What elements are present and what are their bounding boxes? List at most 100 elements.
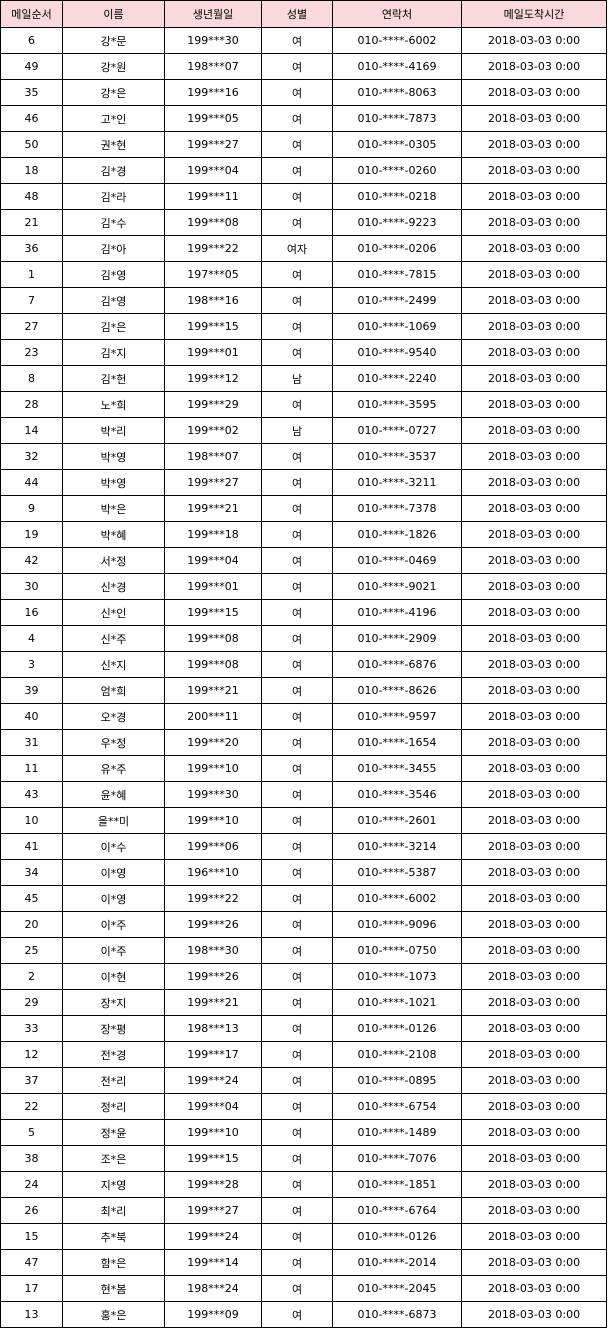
table-row: 39 엄*희 199***21 여 010-****-8626 2018-03-03 0:… — [0, 677, 607, 704]
cell-name: 현*봄 — [62, 1275, 165, 1302]
cell-mail-order: 43 — [0, 781, 63, 808]
cell-arrival-time: 2018-03-03 0:00 — [461, 651, 607, 678]
cell-mail-order: 47 — [0, 1249, 63, 1276]
cell-mail-order: 19 — [0, 521, 63, 548]
cell-name: 서*정 — [62, 547, 165, 574]
cell-name: 김*영 — [62, 261, 165, 288]
cell-arrival-time: 2018-03-03 0:00 — [461, 131, 607, 158]
cell-arrival-time: 2018-03-03 0:00 — [461, 261, 607, 288]
cell-gender: 여 — [261, 1249, 333, 1276]
cell-name: 김*라 — [62, 183, 165, 210]
cell-gender: 여 — [261, 911, 333, 938]
cell-mail-order: 25 — [0, 937, 63, 964]
table-row: 44 박*영 199***27 여 010-****-3211 2018-03-03 0:… — [0, 469, 607, 496]
cell-arrival-time: 2018-03-03 0:00 — [461, 833, 607, 860]
cell-contact: 010-****-6764 — [332, 1197, 462, 1224]
cell-gender: 여 — [261, 651, 333, 678]
cell-birthdate: 199***27 — [164, 1197, 262, 1224]
cell-birthdate: 199***15 — [164, 313, 262, 340]
cell-mail-order: 41 — [0, 833, 63, 860]
cell-birthdate: 199***16 — [164, 79, 262, 106]
table-row: 2 이*현 199***26 여 010-****-1073 2018-03-03 0:0… — [0, 963, 607, 990]
cell-contact: 010-****-2108 — [332, 1041, 462, 1068]
cell-contact: 010-****-6873 — [332, 1301, 462, 1328]
cell-arrival-time: 2018-03-03 0:00 — [461, 469, 607, 496]
cell-arrival-time: 2018-03-03 0:00 — [461, 703, 607, 730]
cell-arrival-time: 2018-03-03 0:00 — [461, 235, 607, 262]
cell-gender: 남 — [261, 417, 333, 444]
header-contact: 연락처 — [332, 0, 462, 28]
cell-birthdate: 199***21 — [164, 495, 262, 522]
cell-contact: 010-****-0206 — [332, 235, 462, 262]
cell-gender: 여 — [261, 1275, 333, 1302]
cell-contact: 010-****-3211 — [332, 469, 462, 496]
cell-name: 박*영 — [62, 469, 165, 496]
cell-contact: 010-****-2240 — [332, 365, 462, 392]
header-birthdate: 생년월일 — [164, 0, 262, 28]
cell-gender: 여 — [261, 1067, 333, 1094]
cell-birthdate: 199***22 — [164, 235, 262, 262]
cell-arrival-time: 2018-03-03 0:00 — [461, 937, 607, 964]
cell-birthdate: 199***28 — [164, 1171, 262, 1198]
cell-birthdate: 199***26 — [164, 911, 262, 938]
cell-mail-order: 10 — [0, 807, 63, 834]
cell-birthdate: 198***13 — [164, 1015, 262, 1042]
header-arrival-time: 메일도착시간 — [461, 0, 607, 28]
table-row: 21 김*수 199***08 여 010-****-9223 2018-03-03 0:… — [0, 209, 607, 236]
cell-contact: 010-****-4196 — [332, 599, 462, 626]
table-row: 22 정*리 199***04 여 010-****-6754 2018-03-03 0:… — [0, 1093, 607, 1120]
cell-gender: 여 — [261, 495, 333, 522]
cell-gender: 여 — [261, 755, 333, 782]
cell-mail-order: 38 — [0, 1145, 63, 1172]
table-row: 18 김*경 199***04 여 010-****-0260 2018-03-03 0:… — [0, 157, 607, 184]
cell-arrival-time: 2018-03-03 0:00 — [461, 417, 607, 444]
cell-mail-order: 39 — [0, 677, 63, 704]
cell-arrival-time: 2018-03-03 0:00 — [461, 1249, 607, 1276]
cell-contact: 010-****-2601 — [332, 807, 462, 834]
cell-name: 유*주 — [62, 755, 165, 782]
cell-contact: 010-****-1069 — [332, 313, 462, 340]
cell-mail-order: 33 — [0, 1015, 63, 1042]
cell-contact: 010-****-7815 — [332, 261, 462, 288]
cell-gender: 여 — [261, 859, 333, 886]
cell-contact: 010-****-5387 — [332, 859, 462, 886]
cell-birthdate: 199***06 — [164, 833, 262, 860]
cell-gender: 여 — [261, 1119, 333, 1146]
cell-mail-order: 22 — [0, 1093, 63, 1120]
cell-gender: 여 — [261, 1197, 333, 1224]
cell-name: 신*경 — [62, 573, 165, 600]
cell-birthdate: 199***20 — [164, 729, 262, 756]
cell-arrival-time: 2018-03-03 0:00 — [461, 27, 607, 54]
cell-arrival-time: 2018-03-03 0:00 — [461, 1223, 607, 1250]
cell-birthdate: 199***09 — [164, 1301, 262, 1328]
cell-birthdate: 197***05 — [164, 261, 262, 288]
cell-arrival-time: 2018-03-03 0:00 — [461, 1093, 607, 1120]
cell-contact: 010-****-0727 — [332, 417, 462, 444]
cell-mail-order: 2 — [0, 963, 63, 990]
cell-name: 신*지 — [62, 651, 165, 678]
table-row: 28 노*희 199***29 여 010-****-3595 2018-03-03 0:… — [0, 391, 607, 418]
cell-contact: 010-****-1851 — [332, 1171, 462, 1198]
cell-mail-order: 46 — [0, 105, 63, 132]
cell-contact: 010-****-9597 — [332, 703, 462, 730]
cell-name: 박*영 — [62, 443, 165, 470]
header-name: 이름 — [62, 0, 165, 28]
cell-arrival-time: 2018-03-03 0:00 — [461, 547, 607, 574]
cell-mail-order: 13 — [0, 1301, 63, 1328]
cell-mail-order: 15 — [0, 1223, 63, 1250]
table-row: 32 박*영 198***07 여 010-****-3537 2018-03-03 0:… — [0, 443, 607, 470]
table-row: 50 권*현 199***27 여 010-****-0305 2018-03-03 0:… — [0, 131, 607, 158]
cell-contact: 010-****-1826 — [332, 521, 462, 548]
cell-arrival-time: 2018-03-03 0:00 — [461, 79, 607, 106]
cell-gender: 여 — [261, 105, 333, 132]
cell-arrival-time: 2018-03-03 0:00 — [461, 365, 607, 392]
cell-arrival-time: 2018-03-03 0:00 — [461, 963, 607, 990]
cell-birthdate: 199***12 — [164, 365, 262, 392]
cell-name: 함*은 — [62, 1249, 165, 1276]
cell-birthdate: 199***04 — [164, 1093, 262, 1120]
cell-arrival-time: 2018-03-03 0:00 — [461, 781, 607, 808]
cell-arrival-time: 2018-03-03 0:00 — [461, 1145, 607, 1172]
cell-gender: 여 — [261, 1093, 333, 1120]
cell-contact: 010-****-9540 — [332, 339, 462, 366]
cell-birthdate: 199***10 — [164, 807, 262, 834]
